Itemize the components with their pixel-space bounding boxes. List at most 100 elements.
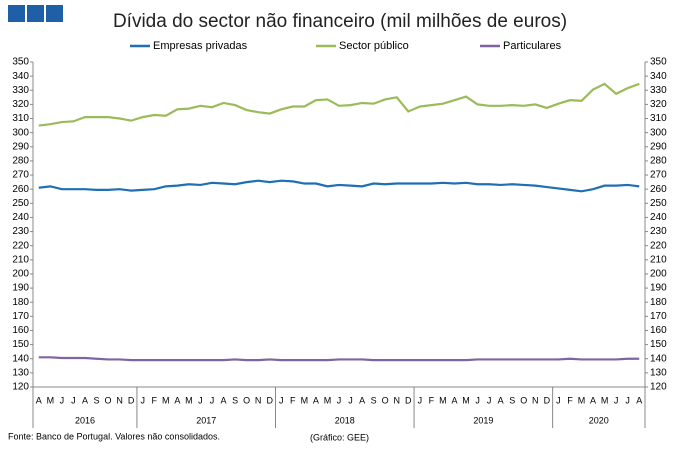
series-line xyxy=(38,179,640,193)
y-tick-label: 210 xyxy=(12,254,29,265)
y-tick-label: 230 xyxy=(12,226,29,237)
x-tick-label: A xyxy=(221,395,227,405)
y2-tick-label: 340 xyxy=(650,71,667,82)
x-tick-label: M xyxy=(601,395,609,405)
x-tick-label: N xyxy=(255,395,262,405)
legend-label: Particulares xyxy=(503,40,562,52)
y-tick-label: 350 xyxy=(12,57,29,68)
credit-note: (Gráfico: GEE) xyxy=(310,432,369,442)
y-tick-label: 290 xyxy=(12,141,29,152)
x-tick-label: D xyxy=(405,395,412,405)
y-tick-label: 320 xyxy=(12,99,29,110)
x-tick-label: S xyxy=(232,395,238,405)
x-tick-label: M xyxy=(324,395,332,405)
year-label: 2017 xyxy=(196,415,216,425)
x-tick-label: O xyxy=(105,395,112,405)
y-tick-label: 330 xyxy=(12,85,29,96)
y-tick-label: 250 xyxy=(12,198,29,209)
x-tick-label: A xyxy=(174,395,180,405)
x-tick-label: D xyxy=(128,395,135,405)
x-tick-label: M xyxy=(578,395,586,405)
y-tick-label: 170 xyxy=(12,311,29,322)
x-tick-label: M xyxy=(301,395,309,405)
y-tick-label: 160 xyxy=(12,325,29,336)
y2-tick-label: 310 xyxy=(650,113,667,124)
x-tick-label: F xyxy=(567,395,573,405)
y-tick-label: 200 xyxy=(12,269,29,280)
x-tick-label: S xyxy=(94,395,100,405)
x-tick-label: M xyxy=(439,395,447,405)
x-tick-label: J xyxy=(487,395,492,405)
y2-tick-label: 160 xyxy=(650,325,667,336)
y2-tick-label: 320 xyxy=(650,99,667,110)
x-tick-label: O xyxy=(520,395,527,405)
x-tick-label: M xyxy=(462,395,470,405)
x-tick-label: F xyxy=(290,395,296,405)
y-tick-label: 180 xyxy=(12,297,29,308)
y2-tick-label: 150 xyxy=(650,339,667,350)
x-tick-label: A xyxy=(359,395,365,405)
x-tick-label: S xyxy=(371,395,377,405)
x-tick-label: J xyxy=(140,395,145,405)
year-label: 2018 xyxy=(335,415,355,425)
x-tick-label: A xyxy=(636,395,642,405)
y2-tick-label: 240 xyxy=(650,212,667,223)
y-tick-label: 240 xyxy=(12,212,29,223)
legend-label: Empresas privadas xyxy=(153,40,248,52)
y-tick-label: 150 xyxy=(12,339,29,350)
x-tick-label: M xyxy=(47,395,55,405)
y2-tick-label: 190 xyxy=(650,283,667,294)
y-tick-label: 340 xyxy=(12,71,29,82)
y2-tick-label: 330 xyxy=(650,85,667,96)
y2-tick-label: 230 xyxy=(650,226,667,237)
y2-tick-label: 280 xyxy=(650,156,667,167)
legend-label: Sector público xyxy=(339,40,409,52)
year-label: 2016 xyxy=(75,415,95,425)
y-tick-label: 310 xyxy=(12,113,29,124)
x-tick-label: S xyxy=(509,395,515,405)
y2-tick-label: 140 xyxy=(650,353,667,364)
logo-square xyxy=(27,5,44,22)
y2-tick-label: 350 xyxy=(650,57,667,68)
y-tick-label: 280 xyxy=(12,156,29,167)
x-tick-label: D xyxy=(266,395,273,405)
x-tick-label: J xyxy=(210,395,215,405)
x-tick-label: J xyxy=(71,395,76,405)
year-label: 2019 xyxy=(473,415,493,425)
x-tick-label: M xyxy=(185,395,193,405)
y2-tick-label: 120 xyxy=(650,382,667,393)
x-tick-label: J xyxy=(625,395,630,405)
y2-tick-label: 260 xyxy=(650,184,667,195)
x-tick-label: J xyxy=(475,395,480,405)
x-tick-label: A xyxy=(451,395,457,405)
x-tick-label: N xyxy=(393,395,400,405)
y-tick-label: 120 xyxy=(12,382,29,393)
x-tick-label: A xyxy=(36,395,42,405)
x-tick-label: J xyxy=(348,395,353,405)
x-tick-label: A xyxy=(313,395,319,405)
x-tick-label: O xyxy=(243,395,250,405)
y2-tick-label: 170 xyxy=(650,311,667,322)
y-tick-label: 300 xyxy=(12,127,29,138)
logo-square xyxy=(8,5,25,22)
x-tick-label: A xyxy=(498,395,504,405)
y2-tick-label: 130 xyxy=(650,368,667,379)
y2-tick-label: 220 xyxy=(650,240,667,251)
y-tick-label: 270 xyxy=(12,170,29,181)
x-tick-label: J xyxy=(198,395,203,405)
y2-tick-label: 180 xyxy=(650,297,667,308)
y2-tick-label: 200 xyxy=(650,269,667,280)
y-tick-label: 220 xyxy=(12,240,29,251)
x-tick-label: N xyxy=(116,395,123,405)
year-label: 2020 xyxy=(589,415,609,425)
logo-square xyxy=(46,5,63,22)
x-tick-label: F xyxy=(429,395,435,405)
x-tick-label: M xyxy=(162,395,170,405)
x-tick-label: J xyxy=(60,395,65,405)
x-tick-label: J xyxy=(614,395,619,405)
x-tick-label: J xyxy=(279,395,284,405)
x-tick-label: J xyxy=(418,395,423,405)
x-tick-label: A xyxy=(82,395,88,405)
y2-tick-label: 270 xyxy=(650,170,667,181)
